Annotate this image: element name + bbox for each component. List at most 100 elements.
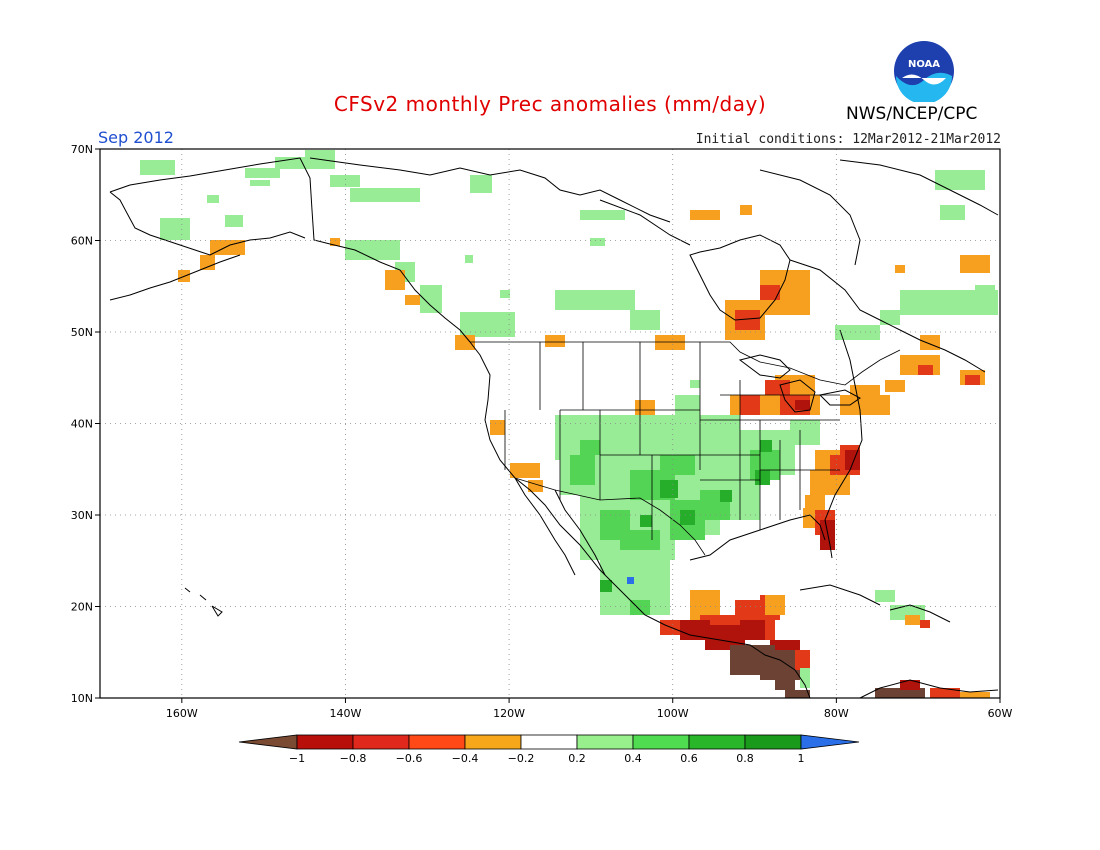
anomaly-cell	[720, 490, 732, 502]
anomaly-cell	[580, 210, 625, 220]
colorbar: −1 −0.8 −0.6 −0.4 −0.2 0.2 0.4 0.6 0.8 1	[238, 734, 860, 765]
anomaly-cell	[785, 690, 810, 698]
anomaly-cell	[690, 380, 700, 388]
lat-label: 30N	[71, 509, 93, 522]
anomaly-cell	[800, 668, 810, 688]
anomaly-cell	[835, 325, 880, 340]
colorbar-label: 1	[798, 752, 805, 765]
colorbar-bin	[576, 734, 634, 750]
anomaly-cell	[760, 285, 780, 300]
anomaly-cell	[680, 620, 710, 640]
anomaly-cell	[465, 255, 473, 263]
anomaly-cell	[635, 400, 655, 415]
anomaly-cell	[790, 420, 820, 445]
anomaly-cell	[735, 310, 760, 330]
axis-ticks	[95, 148, 1001, 703]
anomaly-cell	[545, 335, 565, 347]
lon-label: 120W	[493, 707, 525, 720]
anomaly-cell	[500, 290, 510, 298]
anomaly-cell	[690, 210, 720, 220]
anomaly-cell	[965, 375, 980, 385]
anomaly-cell	[930, 688, 960, 698]
anomaly-cell	[875, 590, 895, 602]
anomaly-cell	[840, 395, 890, 415]
anomaly-cell	[510, 463, 540, 478]
map-title: CFSv2 monthly Prec anomalies (mm/day)	[333, 92, 767, 116]
anomaly-cell	[600, 580, 612, 592]
lat-label: 50N	[71, 326, 93, 339]
lat-lon-gridlines	[100, 149, 1000, 698]
lon-label: 140W	[330, 707, 362, 720]
lon-label: 100W	[657, 707, 689, 720]
coastlines	[109, 157, 999, 699]
anomaly-cell	[207, 195, 219, 203]
colorbar-label: −0.2	[508, 752, 535, 765]
anomaly-cell	[630, 600, 650, 615]
colorbar-bin	[464, 734, 522, 750]
initial-conditions: Initial conditions: 12Mar2012-21Mar2012	[695, 132, 1001, 147]
anomaly-cell	[640, 515, 652, 527]
anomaly-cell	[775, 675, 795, 690]
lat-label: 20N	[71, 601, 93, 614]
anomaly-cell	[850, 385, 880, 395]
colorbar-label: −1	[289, 752, 305, 765]
anomaly-cell	[975, 285, 995, 297]
anomaly-cell	[490, 420, 505, 435]
lon-label: 80W	[824, 707, 849, 720]
anomaly-cell	[760, 440, 772, 452]
anomaly-cell	[895, 265, 905, 273]
anomaly-cell	[330, 175, 360, 187]
noaa-logo: NOAA	[894, 41, 954, 102]
anomaly-cell	[245, 168, 280, 178]
colorbar-label: 0.8	[736, 752, 754, 765]
anomaly-cell	[580, 440, 600, 455]
anomaly-cell	[350, 188, 420, 202]
anomaly-cell	[960, 255, 990, 273]
colorbar-label: −0.4	[452, 752, 479, 765]
anomaly-cells	[140, 150, 998, 698]
anomaly-cell	[555, 290, 635, 310]
anomaly-cell	[420, 285, 442, 313]
lon-label: 60W	[988, 707, 1013, 720]
anomaly-cell	[920, 335, 940, 350]
anomaly-cell	[305, 150, 335, 160]
forecast-period: Sep 2012	[98, 128, 174, 147]
anomaly-cell	[455, 335, 475, 350]
anomaly-cell	[940, 205, 965, 220]
anomaly-cell	[900, 680, 920, 690]
anomaly-cell	[920, 620, 930, 628]
anomaly-cell	[675, 395, 700, 415]
anomaly-cell	[740, 620, 765, 640]
anomaly-cell	[225, 215, 243, 227]
anomaly-cell	[385, 270, 405, 290]
anomaly-cell	[740, 205, 752, 215]
lat-label: 60N	[71, 235, 93, 248]
colorbar-bin	[744, 734, 802, 750]
anomaly-cell	[627, 577, 634, 584]
anomaly-cell	[405, 295, 420, 305]
colorbar-label: 0.6	[680, 752, 698, 765]
anomaly-cell	[250, 180, 270, 186]
anomaly-cell	[660, 455, 695, 475]
anomaly-cell	[755, 470, 770, 485]
colorbar-label: −0.8	[340, 752, 367, 765]
colorbar-label: −0.6	[396, 752, 423, 765]
anomaly-cell	[655, 335, 685, 350]
anomaly-cell	[795, 400, 810, 410]
anomaly-cell	[885, 380, 905, 392]
lat-label: 40N	[71, 418, 93, 431]
anomaly-cell	[140, 160, 175, 175]
anomaly-cell	[680, 510, 695, 525]
colorbar-bin	[632, 734, 690, 750]
colorbar-arrow-low	[238, 734, 298, 750]
anomaly-cell	[875, 688, 925, 698]
political-borders	[470, 341, 901, 556]
anomaly-cell	[345, 240, 400, 260]
svg-text:NOAA: NOAA	[908, 59, 940, 70]
colorbar-bin	[408, 734, 466, 750]
anomaly-cell	[570, 455, 595, 485]
anomaly-cell	[160, 218, 190, 240]
anomaly-cell	[660, 480, 678, 498]
colorbar-bin	[688, 734, 746, 750]
anomaly-cell	[795, 650, 810, 670]
